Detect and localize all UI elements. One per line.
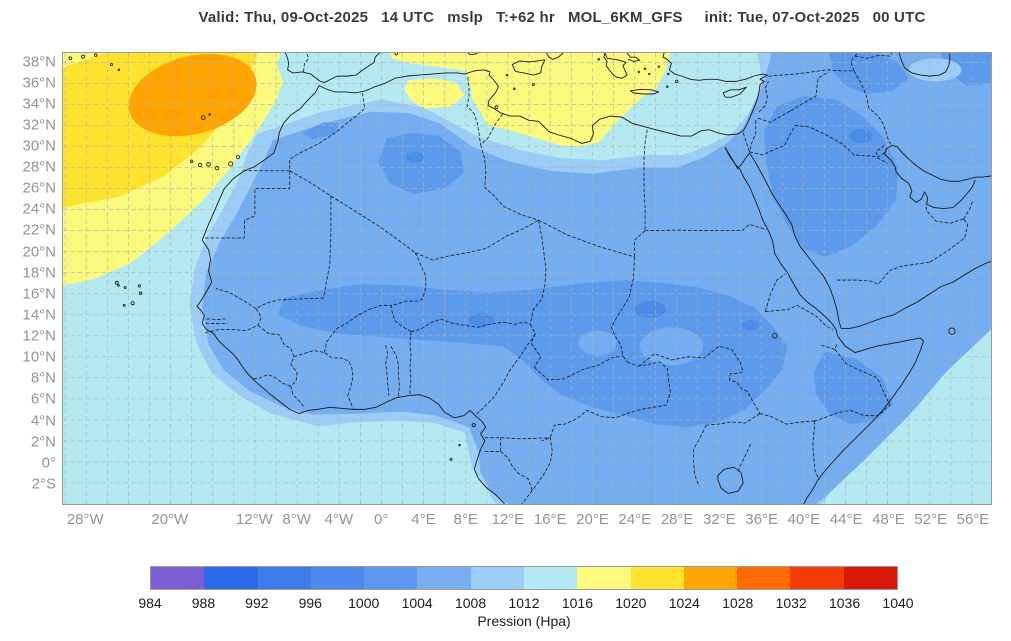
lon-tick-label: 16°E — [533, 511, 567, 528]
colorbar-segment — [364, 567, 418, 589]
lat-tick-label: 34°N — [22, 95, 56, 113]
lon-tick-label: 4°W — [324, 511, 354, 528]
lon-tick-label: 28°E — [660, 511, 694, 528]
lon-tick-label: 20°E — [576, 511, 609, 528]
colorbar-segment — [310, 567, 365, 589]
colorbar-segment — [790, 567, 844, 589]
colorbar-segment — [843, 567, 897, 589]
lat-tick-label: 2°N — [30, 433, 56, 451]
colorbar-tick-label: 996 — [298, 595, 322, 611]
lon-tick-label: 24°E — [618, 511, 652, 528]
lat-tick-label: 20°N — [22, 243, 56, 261]
lat-tick-label: 16°N — [22, 285, 56, 303]
colorbar-segment — [577, 567, 631, 589]
colorbar-tick-label: 988 — [191, 595, 216, 611]
colorbar-title: Pression (Hpa) — [477, 613, 571, 629]
lat-tick-label: 30°N — [22, 137, 56, 155]
colorbar-tick-label: 992 — [245, 595, 269, 611]
colorbar-segment — [630, 567, 684, 589]
lat-tick-label: 14°N — [22, 306, 56, 324]
lat-tick-label: 10°N — [22, 348, 56, 366]
colorbar-tick-label: 1024 — [668, 595, 700, 611]
colorbar-segment — [523, 567, 578, 589]
colorbar-segment — [204, 567, 258, 589]
colorbar-segment — [470, 567, 524, 589]
lat-tick-label: 0° — [41, 454, 56, 472]
colorbar-tick-label: 1040 — [882, 595, 914, 611]
country-borders — [202, 53, 974, 504]
lat-tick-label: 38°N — [22, 53, 56, 70]
colorbar-tick-label: 1028 — [722, 595, 754, 611]
lon-tick-label: 56°E — [956, 511, 990, 528]
lat-tick-label: 32°N — [22, 116, 56, 134]
lat-tick-label: 18°N — [22, 264, 56, 282]
lon-tick-label: 40°E — [787, 511, 821, 528]
lat-tick-label: 2°S — [31, 475, 56, 493]
lon-tick-label: 0° — [373, 511, 389, 528]
lat-tick-label: 26°N — [22, 179, 56, 197]
lon-tick-label: 32°E — [702, 511, 736, 528]
pressure-map — [63, 53, 991, 504]
lon-tick-label: 20°W — [151, 511, 189, 528]
colorbar-tick-label: 1004 — [401, 595, 433, 611]
lat-tick-label: 8°N — [30, 369, 56, 387]
lon-tick-label: 44°E — [829, 511, 863, 528]
lon-tick-label: 28°W — [66, 511, 104, 528]
lon-tick-label: 8°W — [282, 511, 311, 528]
lon-tick-label: 36°E — [745, 511, 778, 528]
map-area — [62, 52, 992, 505]
colorbar-tick-label: 1012 — [508, 595, 540, 611]
lon-tick-label: 12°W — [235, 511, 273, 528]
colorbar-segment — [257, 567, 311, 589]
colorbar-tick-label: 984 — [138, 595, 162, 611]
grid-lines — [63, 53, 991, 504]
colorbar-tick-label: 1000 — [348, 595, 380, 611]
colorbar — [150, 566, 898, 590]
lat-tick-label: 22°N — [22, 221, 56, 239]
lon-tick-label: 52°E — [914, 511, 948, 528]
lon-tick-label: 48°E — [872, 511, 905, 528]
lon-tick-label: 8°E — [453, 511, 478, 528]
lat-tick-label: 28°N — [22, 158, 56, 176]
page-title: Valid: Thu, 09-Oct-2025 14 UTC mslp T:+6… — [198, 9, 926, 26]
pressure-fill-layer — [63, 53, 991, 504]
lat-tick-label: 24°N — [22, 200, 56, 218]
colorbar-tick-label: 1020 — [615, 595, 647, 611]
colorbar-tick-label: 1016 — [561, 595, 593, 611]
lat-tick-label: 36°N — [22, 74, 56, 92]
coastlines — [68, 53, 991, 504]
lon-tick-label: 12°E — [491, 511, 525, 528]
colorbar-tick-label: 1032 — [775, 595, 807, 611]
colorbar-segment — [417, 567, 471, 589]
colorbar-tick-label: 1036 — [828, 595, 861, 611]
lat-tick-label: 4°N — [30, 412, 56, 430]
colorbar-segment — [151, 567, 205, 589]
colorbar-segment — [683, 567, 738, 589]
colorbar-segment — [737, 567, 791, 589]
lat-tick-label: 12°N — [22, 327, 56, 345]
lon-tick-label: 4°E — [411, 511, 436, 528]
lat-tick-label: 6°N — [30, 390, 56, 408]
colorbar-tick-label: 1008 — [454, 595, 487, 611]
